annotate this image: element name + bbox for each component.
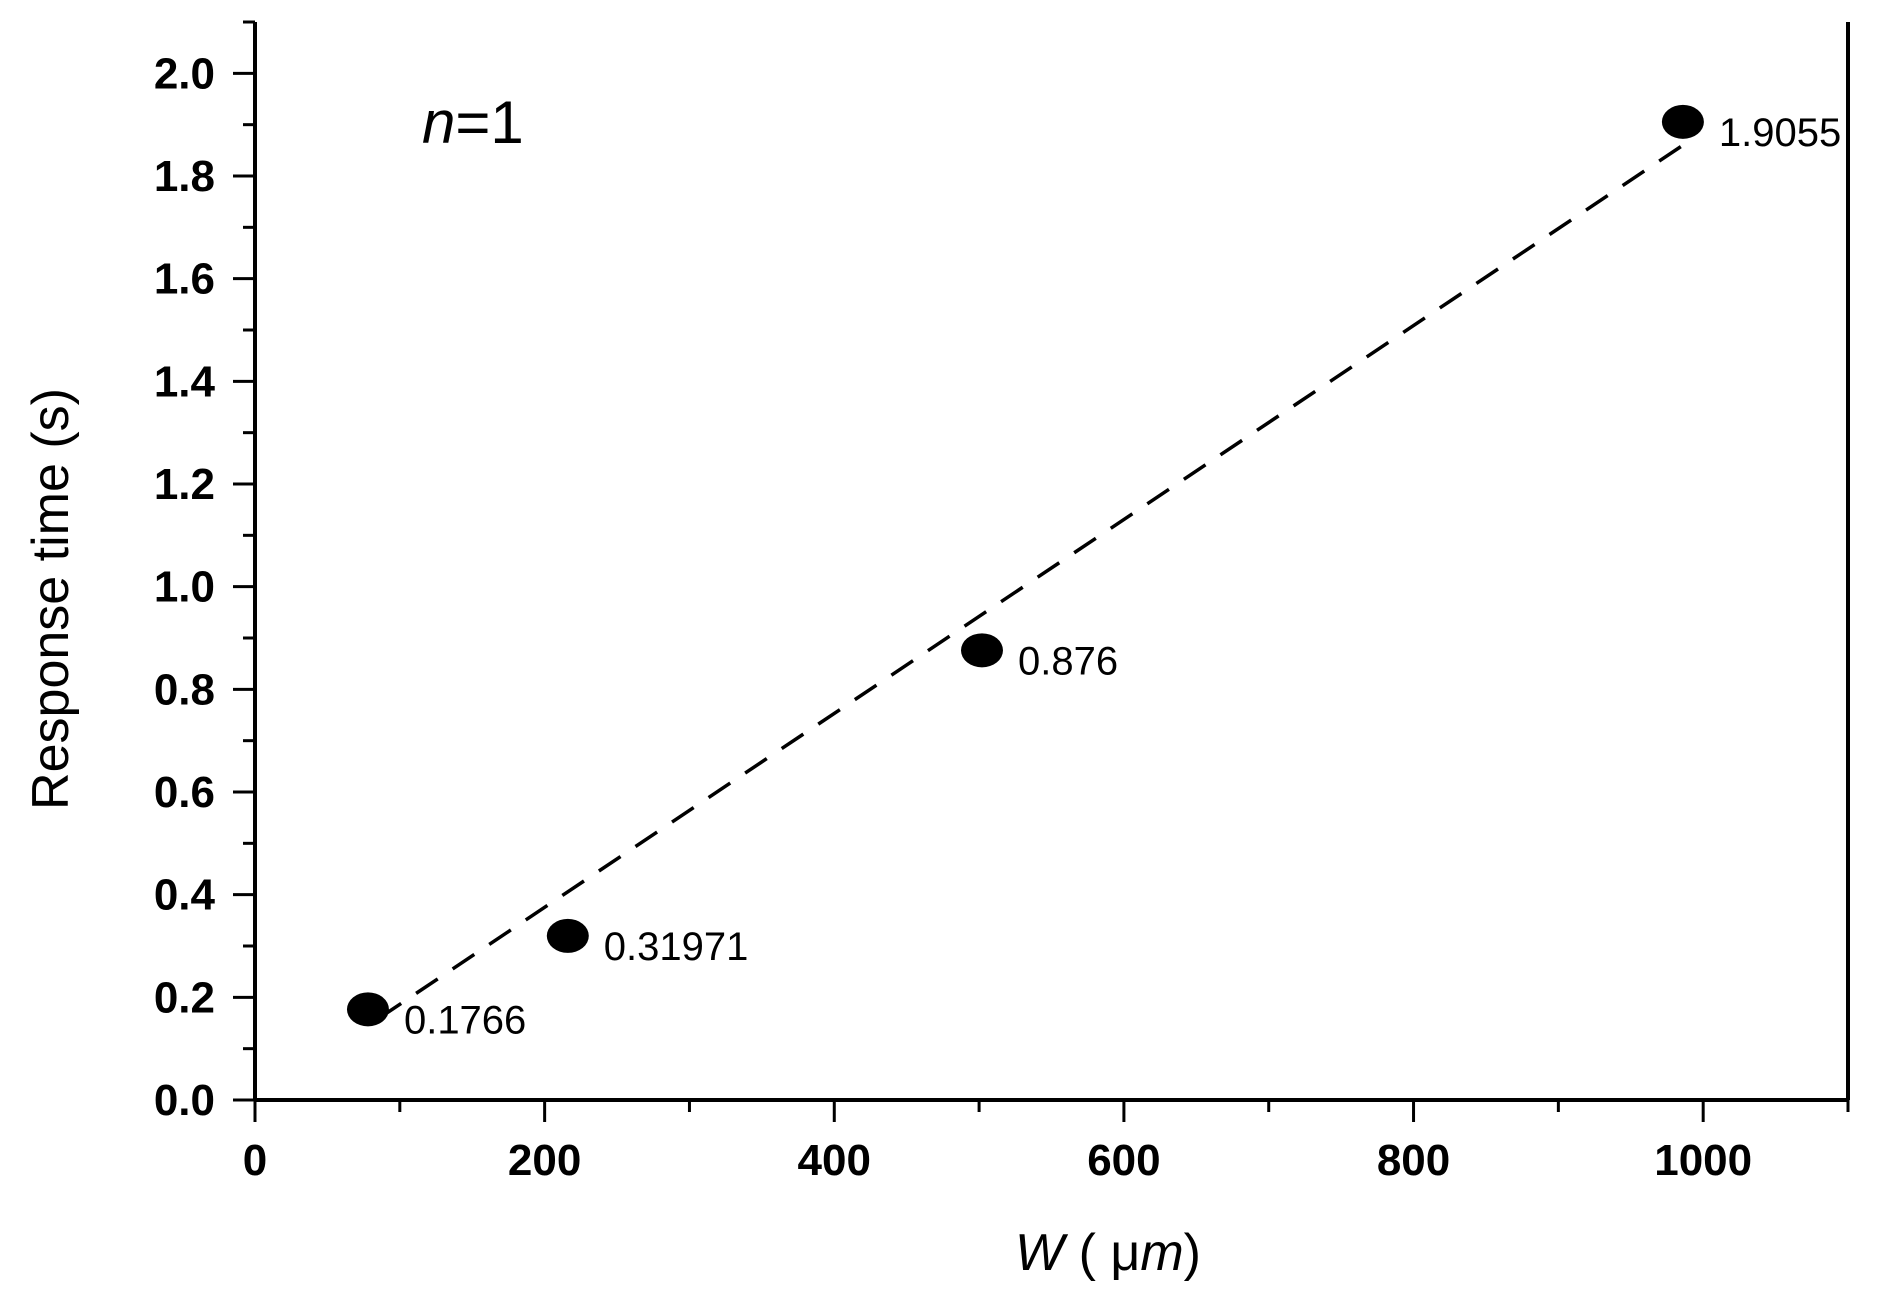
data-label: 1.9055 [1719,111,1841,155]
fit-line-group [378,143,1684,1020]
x-tick-label: 1000 [1654,1136,1752,1185]
y-tick-label: 1.4 [154,357,216,406]
y-tick-label: 1.0 [154,563,215,612]
y-axis-title: Response time (s) [22,388,80,810]
y-tick-label: 0.0 [154,1076,215,1125]
y-tick-label: 1.8 [154,152,215,201]
y-tick-labels: 0.0 0.2 0.4 0.6 0.8 1.0 1.2 1.4 1.6 1.8 2.0 [154,49,216,1125]
data-point [1661,104,1704,139]
annotation-n: n=1 [422,89,524,156]
y-tick-label: 0.4 [154,871,216,920]
x-tick-label: 400 [798,1136,871,1185]
y-tick-label: 1.2 [154,460,215,509]
y-tick-label: 0.8 [154,665,215,714]
x-tick-label: 600 [1087,1136,1160,1185]
data-point [960,633,1003,668]
y-tick-label: 2.0 [154,49,215,98]
x-tick-label: 200 [508,1136,581,1185]
data-point [546,918,589,953]
y-tick-label: 1.6 [154,255,215,304]
data-label: 0.876 [1018,639,1118,683]
data-point [346,992,389,1027]
x-tick-label: 0 [243,1136,267,1185]
data-label: 0.1766 [404,998,526,1042]
fit-line [378,143,1684,1020]
x-tick-labels: 0 200 400 600 800 1000 [243,1136,1752,1185]
data-labels: 0.1766 0.31971 0.876 1.9055 [404,111,1841,1043]
data-label: 0.31971 [604,925,749,969]
x-axis-title: W ( μm) [1015,1224,1201,1282]
x-tick-label: 800 [1377,1136,1450,1185]
y-tick-label: 0.6 [154,768,215,817]
y-tick-label: 0.2 [154,973,215,1022]
plot-frame [253,22,1850,1102]
data-points [346,104,1704,1027]
axis-ticks [233,20,1850,1122]
